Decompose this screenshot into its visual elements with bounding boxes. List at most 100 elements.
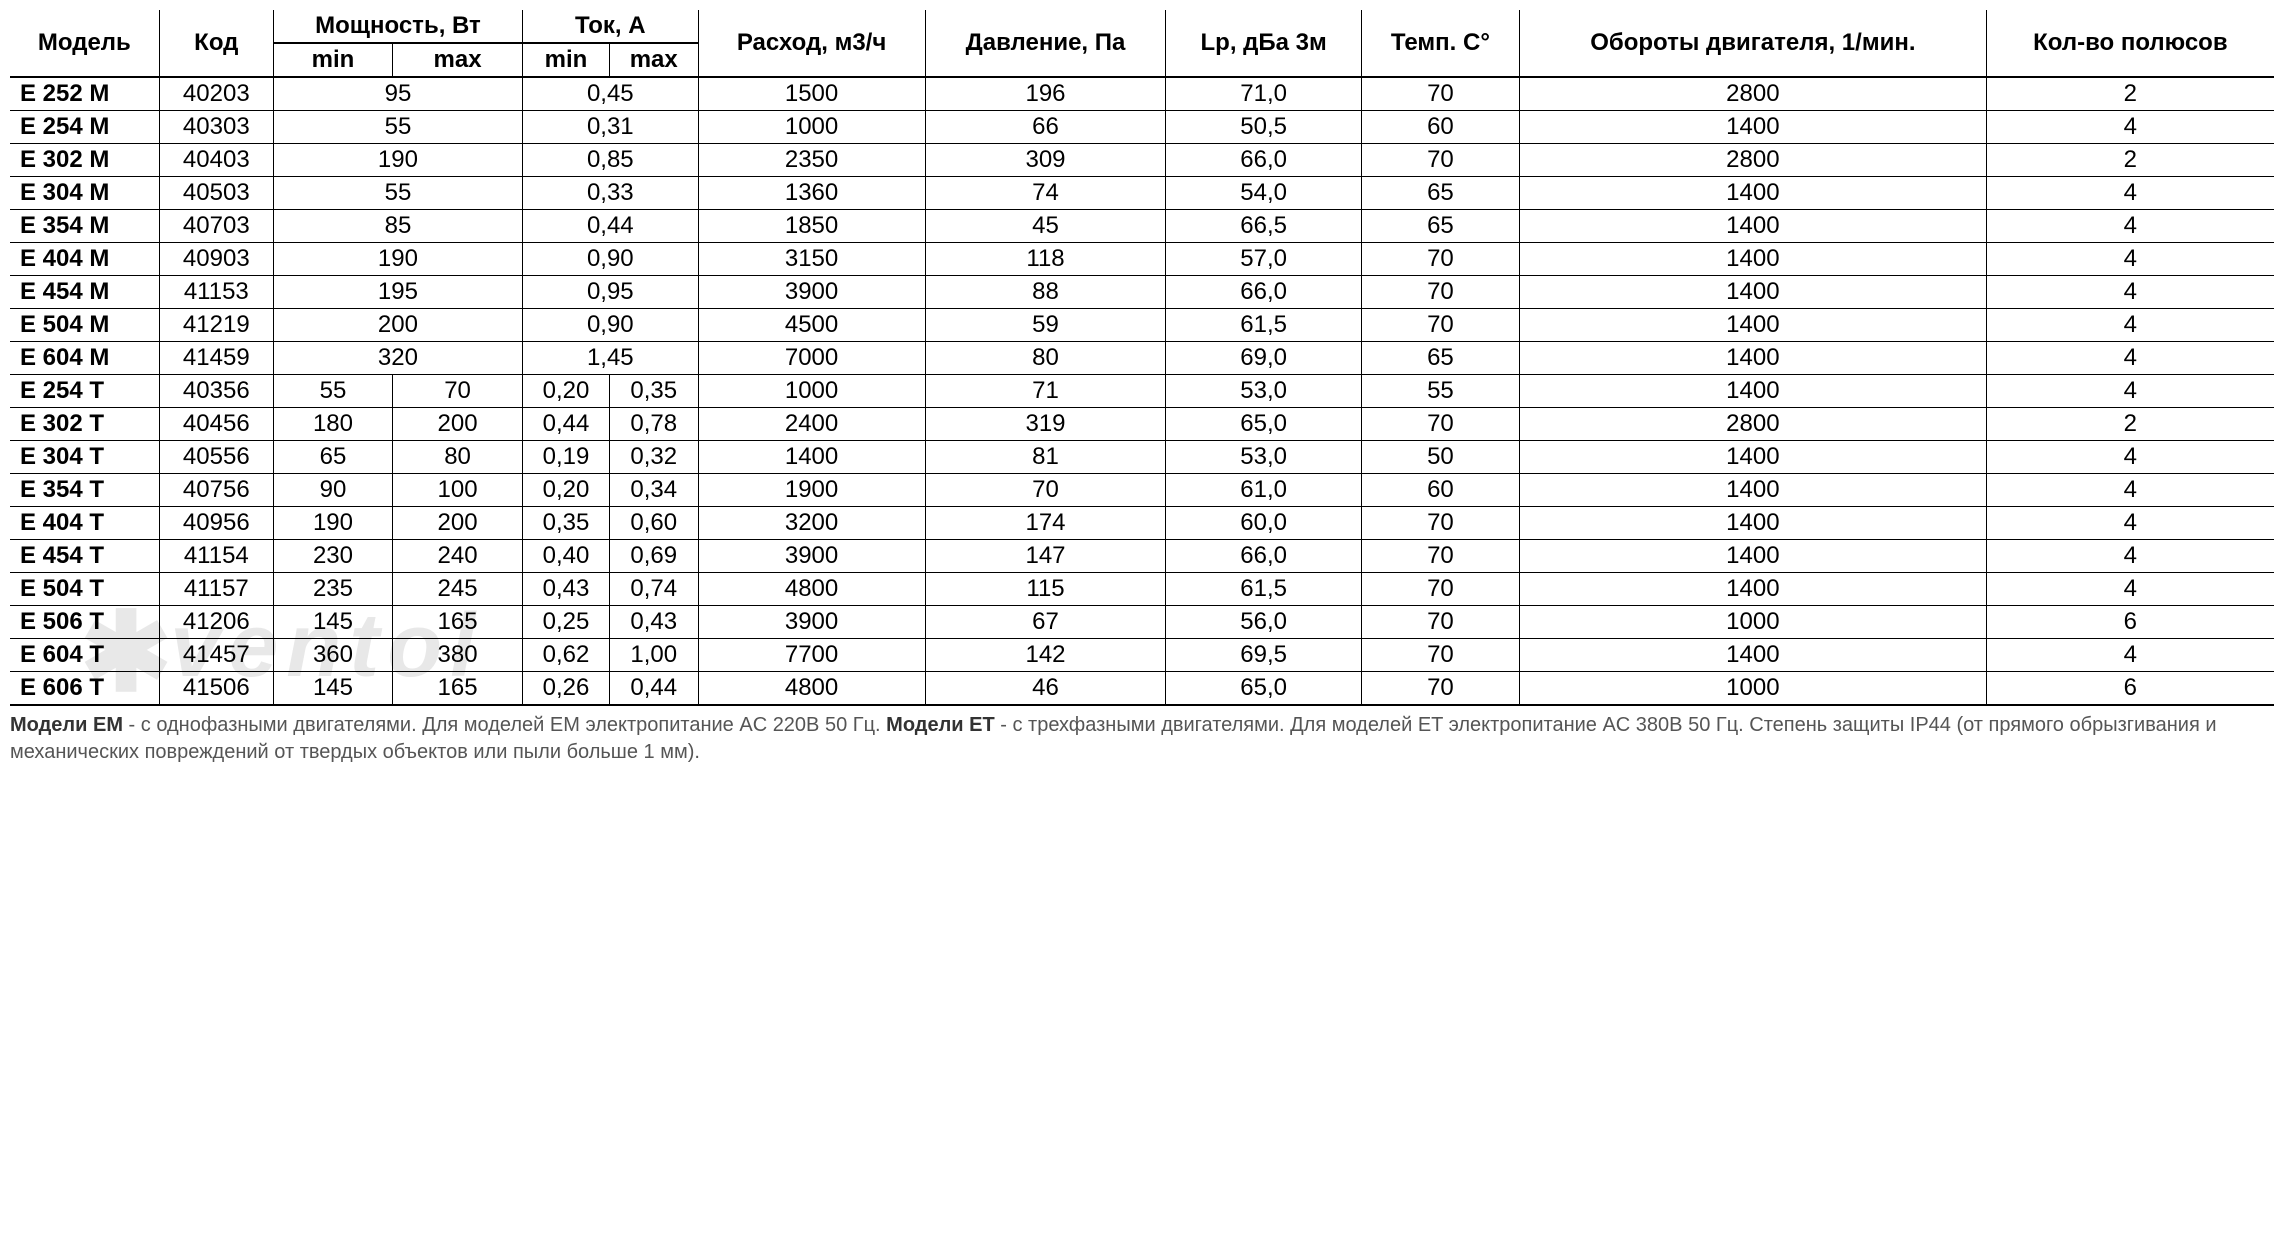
cell-rpm: 1000 bbox=[1520, 606, 1987, 639]
cell-current: 0,44 bbox=[523, 210, 699, 243]
cell-pressure: 46 bbox=[925, 672, 1166, 706]
table-row: E 604 T414573603800,621,00770014269,5701… bbox=[10, 639, 2274, 672]
cell-poles: 4 bbox=[1986, 111, 2274, 144]
cell-poles: 4 bbox=[1986, 639, 2274, 672]
cell-current-min: 0,26 bbox=[523, 672, 610, 706]
cell-pressure: 319 bbox=[925, 408, 1166, 441]
cell-power: 55 bbox=[273, 111, 522, 144]
cell-code: 41506 bbox=[159, 672, 273, 706]
cell-power-min: 360 bbox=[273, 639, 392, 672]
table-row: E 506 T412061451650,250,4339006756,07010… bbox=[10, 606, 2274, 639]
col-code: Код bbox=[159, 10, 273, 77]
table-row: E 504 T411572352450,430,74480011561,5701… bbox=[10, 573, 2274, 606]
cell-poles: 4 bbox=[1986, 507, 2274, 540]
cell-current-max: 0,74 bbox=[609, 573, 698, 606]
cell-pressure: 74 bbox=[925, 177, 1166, 210]
cell-code: 41206 bbox=[159, 606, 273, 639]
cell-model: E 604 M bbox=[10, 342, 159, 375]
cell-current-max: 0,60 bbox=[609, 507, 698, 540]
table-body: E 252 M40203950,45150019671,07028002E 25… bbox=[10, 77, 2274, 705]
cell-pressure: 142 bbox=[925, 639, 1166, 672]
cell-power-max: 165 bbox=[393, 606, 523, 639]
cell-power-max: 200 bbox=[393, 507, 523, 540]
cell-rpm: 2800 bbox=[1520, 144, 1987, 177]
cell-flow: 7700 bbox=[698, 639, 925, 672]
table-row: E 354 T40756901000,200,3419007061,060140… bbox=[10, 474, 2274, 507]
cell-code: 40556 bbox=[159, 441, 273, 474]
cell-current-max: 0,44 bbox=[609, 672, 698, 706]
col-pressure: Давление, Па bbox=[925, 10, 1166, 77]
cell-power-min: 145 bbox=[273, 606, 392, 639]
cell-pressure: 59 bbox=[925, 309, 1166, 342]
cell-temp: 70 bbox=[1361, 144, 1519, 177]
cell-code: 41153 bbox=[159, 276, 273, 309]
cell-current: 0,31 bbox=[523, 111, 699, 144]
cell-power-max: 165 bbox=[393, 672, 523, 706]
cell-poles: 4 bbox=[1986, 276, 2274, 309]
cell-rpm: 1400 bbox=[1520, 177, 1987, 210]
cell-current-min: 0,44 bbox=[523, 408, 610, 441]
cell-pressure: 88 bbox=[925, 276, 1166, 309]
cell-power: 85 bbox=[273, 210, 522, 243]
cell-current: 0,45 bbox=[523, 77, 699, 111]
cell-poles: 4 bbox=[1986, 375, 2274, 408]
col-power: Мощность, Вт bbox=[273, 10, 522, 43]
cell-flow: 3150 bbox=[698, 243, 925, 276]
cell-lp: 66,0 bbox=[1166, 144, 1361, 177]
cell-power-max: 70 bbox=[393, 375, 523, 408]
cell-model: E 302 T bbox=[10, 408, 159, 441]
cell-model: E 304 T bbox=[10, 441, 159, 474]
cell-lp: 57,0 bbox=[1166, 243, 1361, 276]
cell-pressure: 70 bbox=[925, 474, 1166, 507]
cell-model: E 504 T bbox=[10, 573, 159, 606]
cell-rpm: 2800 bbox=[1520, 77, 1987, 111]
cell-temp: 65 bbox=[1361, 177, 1519, 210]
cell-code: 41157 bbox=[159, 573, 273, 606]
cell-poles: 4 bbox=[1986, 177, 2274, 210]
cell-lp: 65,0 bbox=[1166, 672, 1361, 706]
cell-poles: 2 bbox=[1986, 408, 2274, 441]
cell-pressure: 174 bbox=[925, 507, 1166, 540]
cell-rpm: 1400 bbox=[1520, 474, 1987, 507]
col-current-min: min bbox=[523, 43, 610, 77]
cell-code: 41219 bbox=[159, 309, 273, 342]
cell-pressure: 80 bbox=[925, 342, 1166, 375]
cell-current-max: 0,34 bbox=[609, 474, 698, 507]
cell-power-min: 230 bbox=[273, 540, 392, 573]
cell-power: 190 bbox=[273, 243, 522, 276]
cell-current-max: 0,78 bbox=[609, 408, 698, 441]
cell-current-max: 0,32 bbox=[609, 441, 698, 474]
table-row: E 454 T411542302400,400,69390014766,0701… bbox=[10, 540, 2274, 573]
cell-poles: 6 bbox=[1986, 672, 2274, 706]
cell-model: E 606 T bbox=[10, 672, 159, 706]
cell-flow: 3900 bbox=[698, 540, 925, 573]
cell-temp: 55 bbox=[1361, 375, 1519, 408]
cell-poles: 4 bbox=[1986, 540, 2274, 573]
table-row: E 404 M409031900,90315011857,07014004 bbox=[10, 243, 2274, 276]
cell-rpm: 1400 bbox=[1520, 243, 1987, 276]
footnote-et-label: Модели ET bbox=[886, 714, 995, 736]
cell-current-min: 0,40 bbox=[523, 540, 610, 573]
footnote: Модели EM - с однофазными двигателями. Д… bbox=[10, 712, 2274, 766]
spec-table: Модель Код Мощность, Вт Ток, А Расход, м… bbox=[10, 10, 2274, 706]
col-power-min: min bbox=[273, 43, 392, 77]
cell-code: 40756 bbox=[159, 474, 273, 507]
cell-poles: 4 bbox=[1986, 474, 2274, 507]
cell-power-min: 90 bbox=[273, 474, 392, 507]
cell-rpm: 2800 bbox=[1520, 408, 1987, 441]
col-current-max: max bbox=[609, 43, 698, 77]
cell-flow: 2400 bbox=[698, 408, 925, 441]
cell-pressure: 115 bbox=[925, 573, 1166, 606]
cell-pressure: 66 bbox=[925, 111, 1166, 144]
cell-current-min: 0,20 bbox=[523, 474, 610, 507]
cell-temp: 70 bbox=[1361, 540, 1519, 573]
cell-rpm: 1400 bbox=[1520, 540, 1987, 573]
table-row: E 302 T404561802000,440,78240031965,0702… bbox=[10, 408, 2274, 441]
cell-lp: 61,0 bbox=[1166, 474, 1361, 507]
cell-pressure: 196 bbox=[925, 77, 1166, 111]
cell-power-max: 245 bbox=[393, 573, 523, 606]
cell-temp: 70 bbox=[1361, 507, 1519, 540]
cell-lp: 69,0 bbox=[1166, 342, 1361, 375]
cell-lp: 53,0 bbox=[1166, 375, 1361, 408]
cell-poles: 6 bbox=[1986, 606, 2274, 639]
